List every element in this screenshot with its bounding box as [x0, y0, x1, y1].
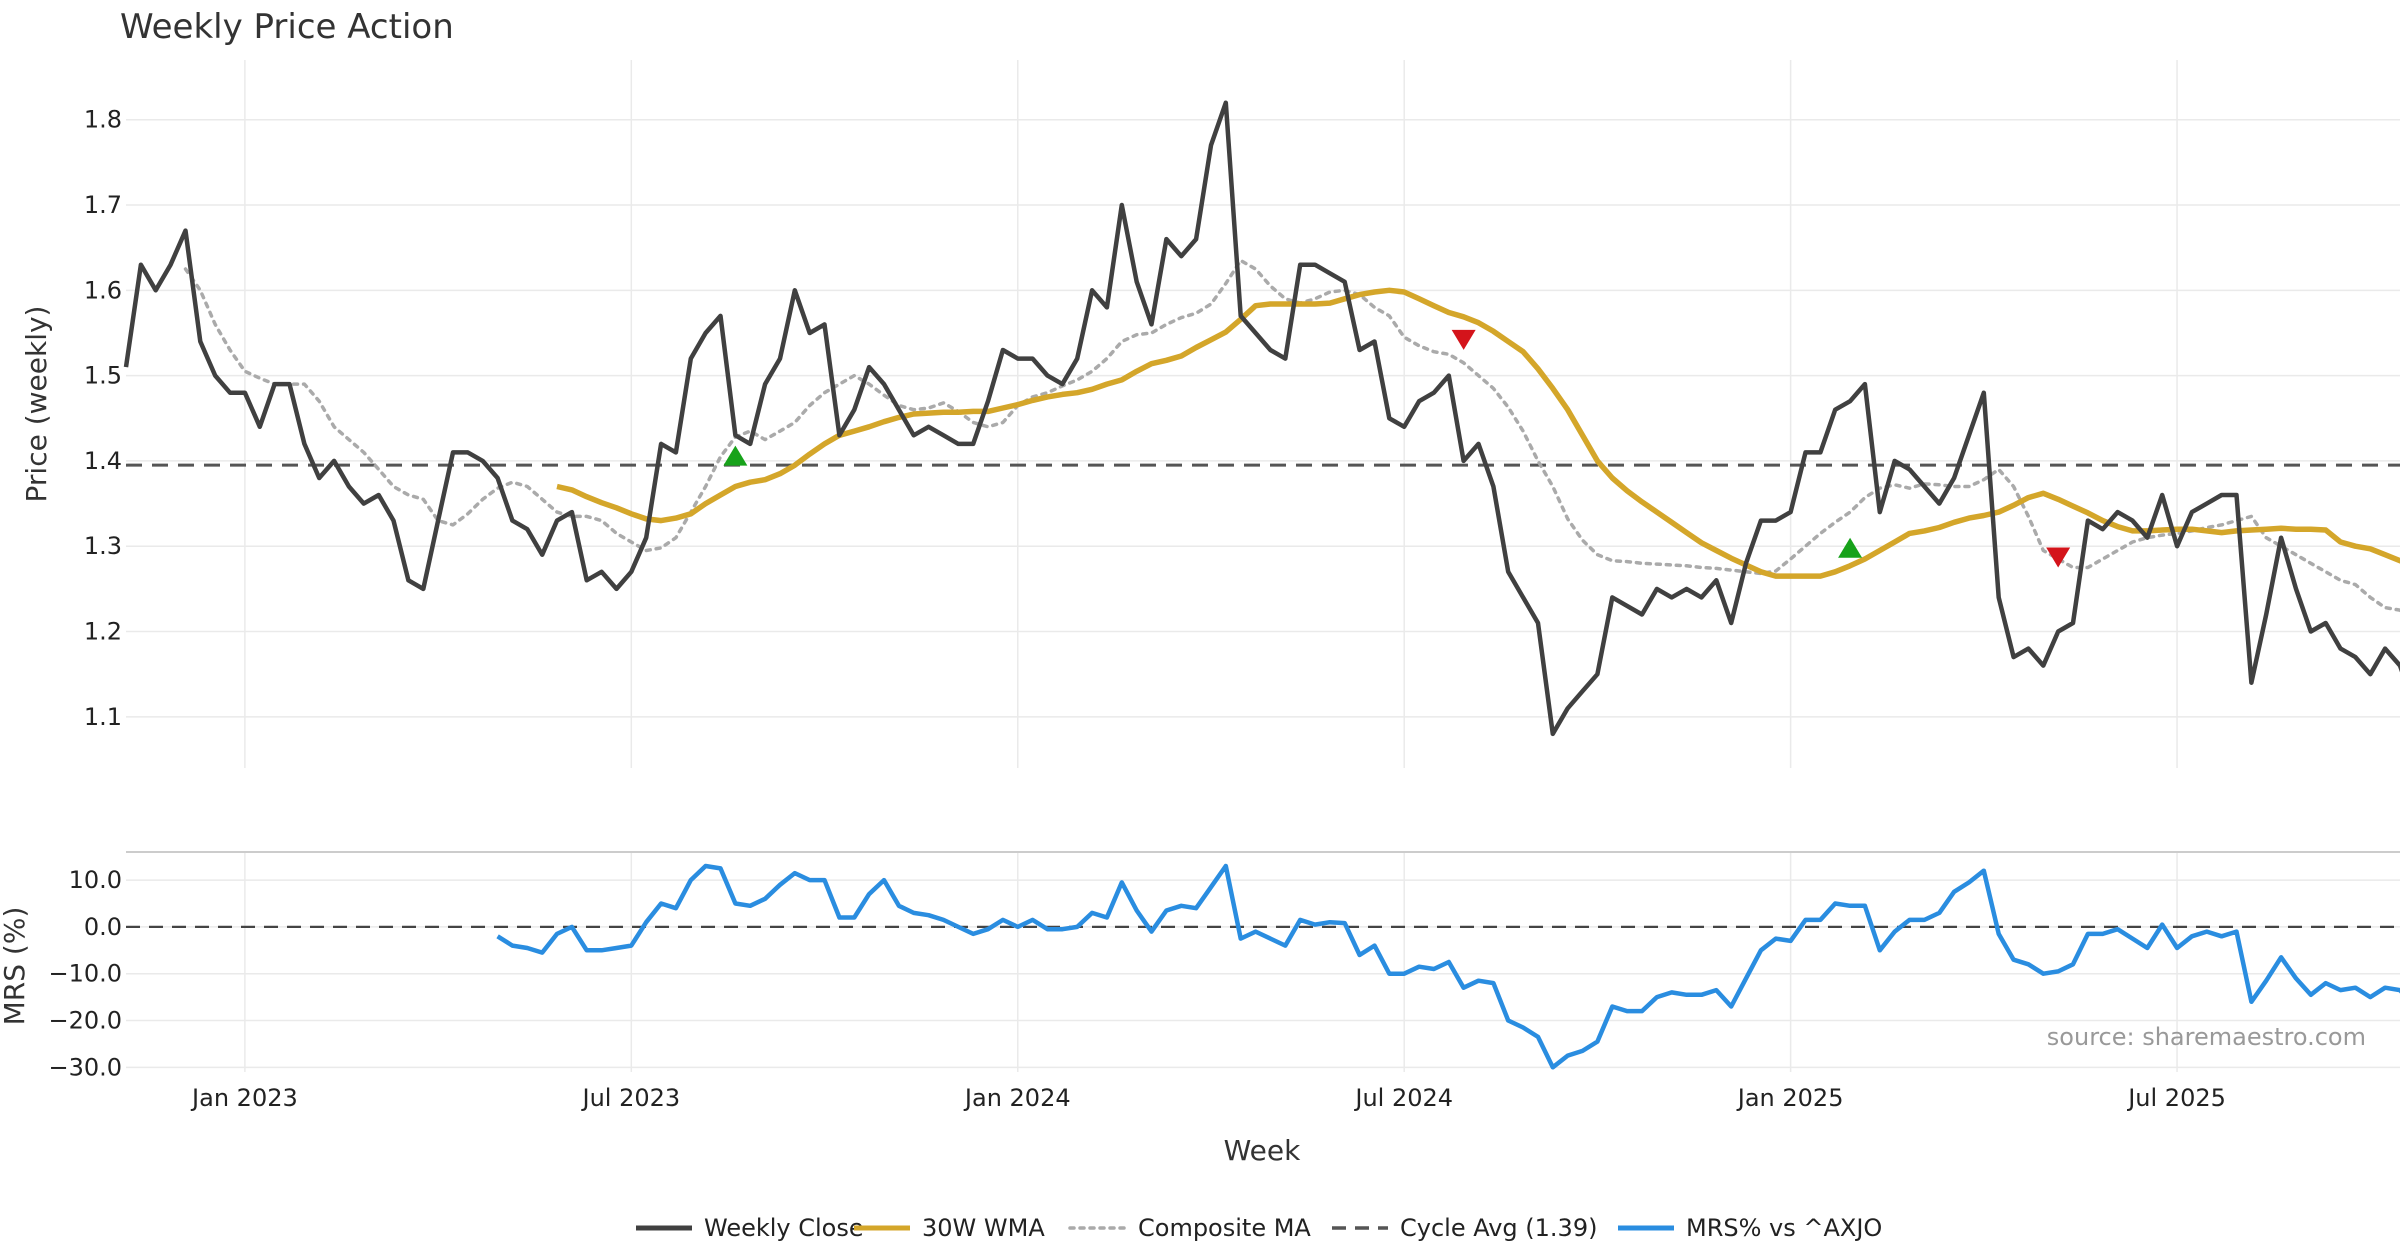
sell-signal-marker	[1451, 329, 1476, 350]
source-attribution: source: sharemaestro.com	[2047, 1023, 2366, 1051]
30w-wma-line	[556, 287, 2400, 579]
legend-label: MRS% vs ^AXJO	[1686, 1214, 1882, 1242]
weekly-close-line	[123, 100, 2400, 737]
price-grid	[126, 60, 2400, 768]
mrs-y-axis-title: MRS (%)	[0, 907, 31, 1026]
price-y-tick-label: 1.8	[84, 106, 122, 134]
price-y-tick-label: 1.2	[84, 618, 122, 646]
signal-markers	[723, 329, 2071, 568]
price-y-axis-title: Price (weekly)	[20, 306, 53, 503]
legend-label: Weekly Close	[704, 1214, 864, 1242]
buy-signal-marker	[1838, 537, 1863, 558]
mrs-y-tick-label: 10.0	[69, 866, 122, 894]
x-tick-label: Jul 2023	[580, 1084, 680, 1112]
mrs-y-tick-label: −20.0	[48, 1007, 122, 1035]
chart-title: Weekly Price Action	[120, 7, 454, 47]
x-tick-label: Jan 2025	[1736, 1084, 1844, 1112]
price-series	[123, 100, 2400, 737]
legend-label: 30W WMA	[922, 1214, 1045, 1242]
mrs-y-tick-label: −30.0	[48, 1053, 122, 1081]
legend-label: Composite MA	[1138, 1214, 1311, 1242]
mrs-y-tick-label: 0.0	[84, 913, 122, 941]
legend-label: Cycle Avg (1.39)	[1400, 1214, 1597, 1242]
buy-signal-marker	[723, 445, 748, 466]
price-y-tick-label: 1.4	[84, 447, 122, 475]
composite-ma-line	[183, 258, 2400, 613]
price-y-tick-label: 1.1	[84, 703, 122, 731]
price-y-tick-label: 1.7	[84, 191, 122, 219]
sell-signal-marker	[2046, 547, 2071, 568]
price-y-tick-label: 1.3	[84, 532, 122, 560]
price-y-tick-label: 1.5	[84, 362, 122, 390]
price-y-tick-label: 1.6	[84, 276, 122, 304]
x-tick-label: Jul 2025	[2126, 1084, 2226, 1112]
x-tick-label: Jul 2024	[1353, 1084, 1453, 1112]
mrs-line	[496, 863, 2400, 1070]
price-y-ticks: 1.1 1.2 1.3 1.4 1.5 1.6 1.7 1.8	[84, 106, 122, 731]
mrs-y-ticks: 10.0 0.0 −10.0 −20.0 −30.0	[48, 866, 122, 1081]
chart-legend: Weekly Close 30W WMA Composite MA Cycle Avg…	[636, 1214, 1882, 1242]
x-axis-title: Week	[1224, 1134, 1301, 1167]
mrs-series	[496, 863, 2400, 1070]
x-tick-label: Jan 2023	[190, 1084, 298, 1112]
x-tick-label: Jan 2024	[963, 1084, 1071, 1112]
mrs-y-tick-label: −10.0	[48, 960, 122, 988]
x-ticks: Jan 2023 Jul 2023 Jan 2024 Jul 2024 Jan 2025…	[190, 1084, 2226, 1112]
